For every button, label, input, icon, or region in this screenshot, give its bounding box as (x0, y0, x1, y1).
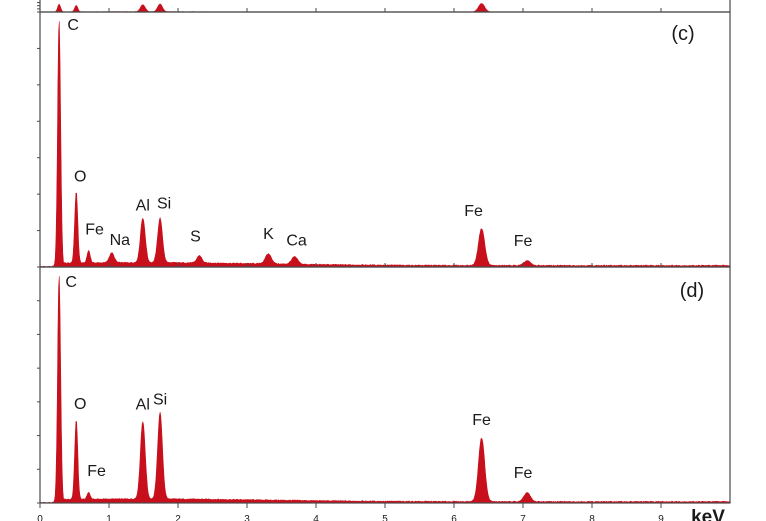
peak-label-si: Si (153, 391, 167, 408)
x-tick-label: 6 (451, 514, 457, 521)
x-axis-unit: keV (691, 507, 725, 521)
panel-label: (c) (671, 23, 694, 45)
x-tick-label: 1 (106, 514, 112, 521)
spectrum-panel-3: C O Fe Al Si Fe Fe (d) (37, 266, 731, 504)
peak-label-al: Al (136, 397, 150, 414)
peak-label-fe: Fe (514, 233, 533, 250)
x-tick-label: 0 (37, 514, 43, 521)
peak-label-si: Si (157, 196, 171, 213)
panel-label: (d) (680, 280, 704, 302)
peak-label-s: S (190, 229, 201, 246)
peak-label-c: C (65, 274, 77, 291)
peak-label-o: O (74, 396, 86, 413)
peak-label-ca: Ca (286, 233, 307, 250)
peak-label-o: O (74, 168, 86, 185)
peak-label-c: C (67, 17, 79, 34)
x-tick-label: 9 (658, 514, 664, 521)
spectrum-area (39, 276, 731, 504)
x-tick-label: 2 (175, 514, 181, 521)
peak-label-na: Na (110, 232, 131, 249)
spectrum-panel-2: C O Fe Na Al Si S K Ca Fe Fe (c) (37, 11, 731, 268)
peak-label-fe: Fe (464, 203, 483, 220)
peak-label-k: K (263, 226, 274, 243)
peak-label-fe: Fe (472, 412, 491, 429)
x-tick-label: 3 (244, 514, 250, 521)
peak-label-fe: Fe (87, 463, 106, 480)
peak-label-fe: Fe (85, 222, 104, 239)
energy-axis: 0 1 2 3 4 5 6 7 8 9 keV (37, 8, 725, 521)
x-tick-label: 4 (313, 514, 319, 521)
peak-label-al: Al (136, 198, 150, 215)
x-tick-label: 8 (589, 514, 595, 521)
x-tick-label: 7 (520, 514, 526, 521)
spectrum-panel-1 (37, 0, 731, 13)
x-tick-label: 5 (382, 514, 388, 521)
spectrum-area (39, 21, 731, 268)
peak-label-fe: Fe (514, 465, 533, 482)
